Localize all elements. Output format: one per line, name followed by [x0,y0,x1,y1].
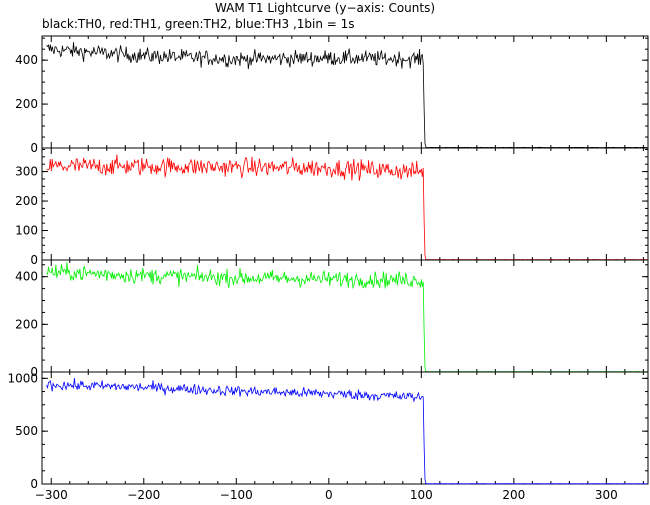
y-tick-label: 200 [15,97,38,111]
x-tick-label: −200 [127,488,160,502]
x-tick-label: −100 [220,488,253,502]
y-tick-label: 0 [30,365,38,379]
y-tick-label: 400 [15,53,38,67]
x-tick-label: 0 [325,488,333,502]
x-tick-label: 100 [410,488,433,502]
chart-title: WAM T1 Lightcurve (y−axis: Counts) [214,1,436,15]
x-tick-label: −300 [35,488,68,502]
y-tick-label: 0 [30,141,38,155]
y-tick-label: 0 [30,253,38,267]
y-tick-label: 500 [15,424,38,438]
y-tick-label: 200 [15,317,38,331]
panel-frame-th1 [41,147,649,261]
x-tick-label: 200 [502,488,525,502]
y-tick-label: 0 [30,477,38,491]
y-tick-label: 400 [15,270,38,284]
series-line-th2 [46,262,648,373]
series-line-th3 [46,378,648,485]
y-tick-label: 300 [15,165,38,179]
panel-frame-th2 [41,259,649,373]
y-tick-label: 1000 [7,371,38,385]
chart-subtitle: black:TH0, red:TH1, green:TH2, blue:TH3 … [42,17,355,31]
y-tick-label: 200 [15,194,38,208]
series-line-th1 [46,154,648,261]
y-tick-label: 100 [15,224,38,238]
panel-frame-th3 [41,371,649,485]
x-tick-label: 300 [595,488,618,502]
series-line-th0 [46,42,648,149]
